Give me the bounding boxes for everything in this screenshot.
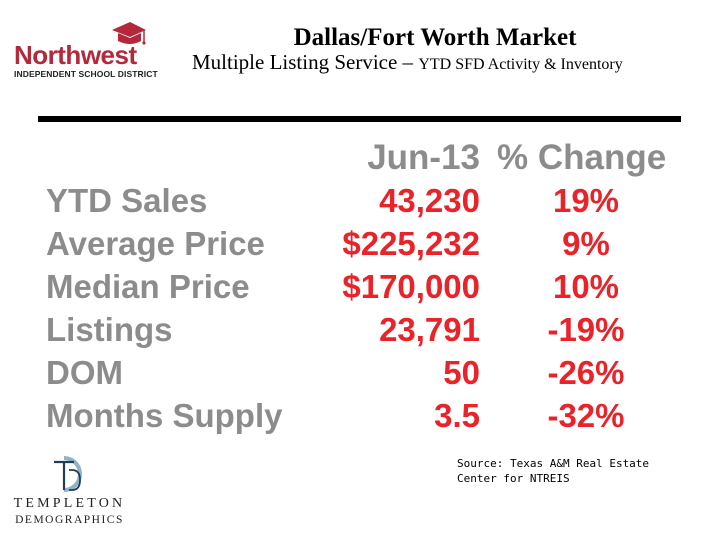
templeton-logo: TEMPLETON DEMOGRAPHICS bbox=[0, 452, 135, 532]
row-change: -19% bbox=[547, 311, 625, 348]
row-label: Months Supply bbox=[46, 397, 283, 434]
row-change: 19% bbox=[552, 182, 620, 219]
row-change: -32% bbox=[547, 397, 625, 434]
subtitle-main: Multiple Listing Service – bbox=[192, 50, 419, 74]
row-label: YTD Sales bbox=[46, 182, 208, 219]
change-header: % Change bbox=[497, 138, 667, 177]
period-header: Jun-13 bbox=[367, 138, 480, 177]
row-change: 10% bbox=[552, 268, 620, 305]
templeton-subtitle: DEMOGRAPHICS bbox=[15, 514, 124, 526]
source-note: Source: Texas A&M Real Estate Center for… bbox=[457, 457, 650, 485]
row-label: DOM bbox=[46, 354, 123, 391]
row-value: 3.5 bbox=[434, 397, 480, 434]
row-value: $170,000 bbox=[342, 268, 480, 305]
row-label: Average Price bbox=[46, 225, 265, 262]
row-change: -26% bbox=[547, 354, 625, 391]
row-value: 23,791 bbox=[379, 311, 480, 348]
row-value: 50 bbox=[443, 354, 480, 391]
row-label: Median Price bbox=[46, 268, 250, 305]
row-value: 43,230 bbox=[379, 182, 480, 219]
northwest-isd-logo: Northwest INDEPENDENT SCHOOL DISTRICT bbox=[10, 20, 158, 80]
page-subtitle: Multiple Listing Service – YTD SFD Activ… bbox=[192, 50, 623, 75]
row-value: $225,232 bbox=[342, 225, 480, 262]
subtitle-detail: YTD SFD Activity & Inventory bbox=[418, 56, 623, 73]
graduation-cap-icon bbox=[112, 22, 146, 45]
page-title: Dallas/Fort Worth Market bbox=[293, 24, 577, 51]
row-change: 9% bbox=[562, 225, 610, 262]
logo-subtitle: INDEPENDENT SCHOOL DISTRICT bbox=[14, 69, 158, 79]
td-monogram-icon bbox=[54, 456, 82, 492]
templeton-name: TEMPLETON bbox=[13, 496, 126, 511]
logo-name: Northwest bbox=[14, 40, 137, 70]
row-label: Listings bbox=[46, 311, 173, 348]
divider-rule bbox=[38, 116, 681, 122]
